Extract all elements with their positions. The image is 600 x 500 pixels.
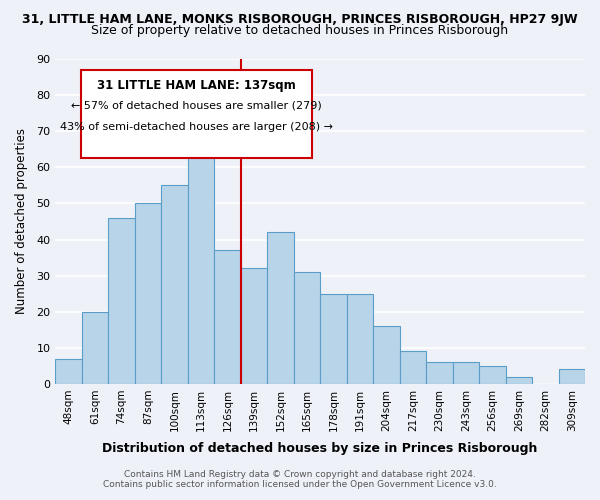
Bar [55,358,82,384]
Bar [506,376,532,384]
Bar [373,326,400,384]
Bar [161,186,188,384]
Bar [320,294,347,384]
X-axis label: Distribution of detached houses by size in Princes Risborough: Distribution of detached houses by size … [103,442,538,455]
Bar [347,294,373,384]
Bar [479,366,506,384]
Text: Contains HM Land Registry data © Crown copyright and database right 2024.
Contai: Contains HM Land Registry data © Crown c… [103,470,497,489]
Y-axis label: Number of detached properties: Number of detached properties [15,128,28,314]
Bar [82,312,108,384]
Bar [214,250,241,384]
Bar [293,272,320,384]
Bar [400,352,426,384]
Text: 31 LITTLE HAM LANE: 137sqm: 31 LITTLE HAM LANE: 137sqm [97,79,296,92]
Bar [188,120,214,384]
Bar [452,362,479,384]
Bar [135,204,161,384]
Bar [559,370,585,384]
Bar [426,362,452,384]
Text: 43% of semi-detached houses are larger (208) →: 43% of semi-detached houses are larger (… [60,122,333,132]
Bar [241,268,267,384]
Text: 31, LITTLE HAM LANE, MONKS RISBOROUGH, PRINCES RISBOROUGH, HP27 9JW: 31, LITTLE HAM LANE, MONKS RISBOROUGH, P… [22,12,578,26]
Text: ← 57% of detached houses are smaller (279): ← 57% of detached houses are smaller (27… [71,101,322,111]
Text: Size of property relative to detached houses in Princes Risborough: Size of property relative to detached ho… [91,24,509,37]
Bar [267,232,293,384]
Bar [108,218,135,384]
